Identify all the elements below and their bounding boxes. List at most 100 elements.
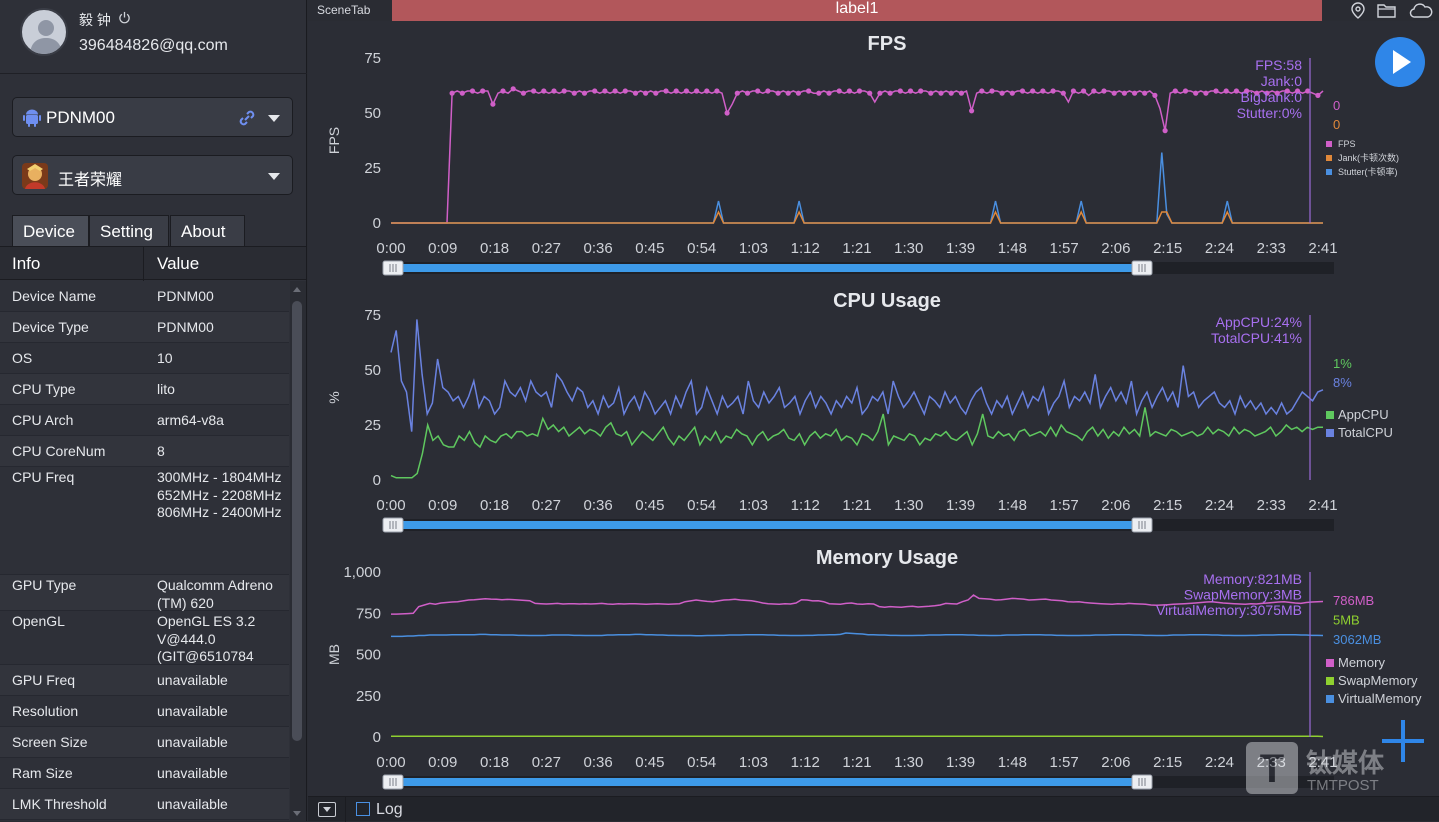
series-line-jank (391, 212, 1323, 223)
tab-about[interactable]: About (170, 215, 245, 246)
link-icon[interactable] (237, 108, 257, 128)
x-tick-label: 1:12 (791, 497, 820, 514)
data-point (714, 88, 719, 93)
series-line-totalcpu (391, 319, 1323, 431)
y-axis-label: MB (326, 644, 342, 665)
x-tick-label: 1:30 (894, 754, 923, 771)
data-point (694, 88, 699, 93)
range-slider-handle[interactable] (1132, 518, 1152, 532)
data-point (684, 88, 689, 93)
range-slider-handle[interactable] (1132, 261, 1152, 275)
legend-entry: AppCPU (1338, 407, 1389, 422)
range-slider-handle[interactable] (383, 775, 403, 789)
data-point (949, 91, 954, 96)
row-value: 300MHz - 1804MHz 652MHz - 2208MHz 806MHz… (157, 469, 287, 522)
data-point (521, 91, 526, 96)
x-tick-label: 2:24 (1205, 497, 1234, 514)
data-point (806, 88, 811, 93)
x-tick-label: 1:48 (998, 754, 1027, 771)
data-point (755, 88, 760, 93)
cursor-readout: SwapMemory:3MB (1184, 587, 1302, 603)
x-tick-label: 1:03 (739, 497, 768, 514)
log-checkbox[interactable] (356, 802, 370, 816)
scrollbar-thumb[interactable] (292, 301, 302, 741)
x-tick-label: 1:57 (1050, 497, 1079, 514)
tab-setting[interactable]: Setting (89, 215, 169, 246)
range-slider-handle[interactable] (1132, 775, 1152, 789)
row-key: Device Type (12, 319, 89, 335)
device-select[interactable]: PDNM00 (12, 97, 293, 137)
data-point (745, 91, 750, 96)
cursor-readout: BigJank:0 (1241, 89, 1303, 105)
y-tick-label: 50 (364, 362, 381, 379)
range-slider-fill (396, 264, 1142, 272)
log-label[interactable]: Log (376, 801, 403, 819)
scroll-up-icon[interactable] (293, 287, 301, 292)
app-select[interactable]: 王者荣耀 (12, 155, 293, 195)
y-tick-label: 0 (373, 472, 381, 489)
x-tick-label: 0:36 (584, 754, 613, 771)
data-point (918, 88, 923, 93)
data-point (490, 102, 495, 107)
scroll-down-icon[interactable] (293, 811, 301, 816)
android-icon (23, 108, 41, 128)
x-tick-label: 1:30 (894, 240, 923, 257)
dropdown-toggle-button[interactable] (318, 802, 336, 817)
data-point (826, 91, 831, 96)
data-point (1000, 91, 1005, 96)
range-slider-handle[interactable] (383, 261, 403, 275)
legend-swatch (1326, 677, 1334, 685)
tab-device[interactable]: Device (12, 215, 89, 246)
range-slider-handle[interactable] (383, 518, 403, 532)
power-icon[interactable] (118, 11, 131, 24)
avatar[interactable] (20, 8, 68, 56)
data-point (969, 108, 974, 113)
data-point (531, 88, 536, 93)
header-info[interactable]: Info (12, 254, 40, 274)
row-value: unavailable (157, 734, 287, 752)
y-tick-label: 75 (364, 307, 381, 324)
y-tick-label: 50 (364, 105, 381, 122)
data-point (1203, 91, 1208, 96)
legend-swatch (1326, 695, 1334, 703)
info-table-scrollbar[interactable] (290, 281, 306, 821)
chevron-down-icon[interactable] (268, 173, 280, 180)
row-value: 10 (157, 350, 287, 368)
x-tick-label: 0:18 (480, 497, 509, 514)
data-point (1152, 93, 1157, 98)
data-point (623, 88, 628, 93)
column-divider[interactable] (143, 247, 144, 281)
row-value: unavailable (157, 703, 287, 721)
chevron-down-icon[interactable] (268, 115, 280, 122)
x-tick-label: 1:48 (998, 240, 1027, 257)
data-point (765, 88, 770, 93)
play-button[interactable] (1375, 37, 1425, 87)
y-tick-label: 0 (373, 729, 381, 746)
chart-title: FPS (868, 33, 907, 55)
data-point (1030, 88, 1035, 93)
data-point (551, 88, 556, 93)
data-point (938, 91, 943, 96)
x-tick-label: 1:03 (739, 754, 768, 771)
x-tick-label: 0:09 (428, 754, 457, 771)
add-icon[interactable] (1382, 720, 1424, 762)
header-value[interactable]: Value (157, 254, 199, 274)
